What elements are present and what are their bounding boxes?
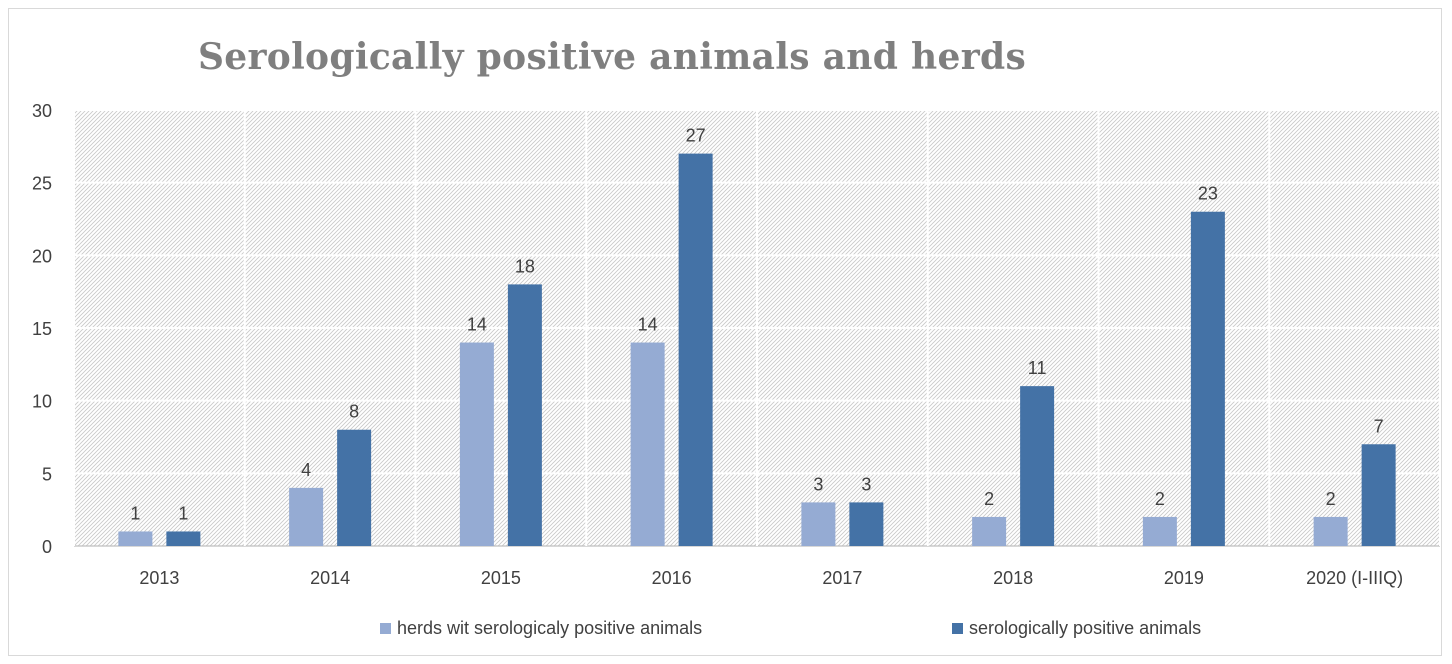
data-label-herds: 2 [984, 489, 994, 509]
bar-animals [1020, 386, 1055, 546]
bar-animals [1190, 211, 1225, 546]
bar-animals [166, 531, 201, 546]
data-label-herds: 4 [301, 460, 311, 480]
data-label-herds: 2 [1326, 489, 1336, 509]
y-tick-label: 30 [32, 101, 52, 121]
legend-label-herds: herds wit serologicaly positive animals [397, 618, 703, 638]
legend-swatch-animals [952, 623, 963, 634]
legend-swatch-herds [380, 623, 391, 634]
bar-herds [1142, 516, 1177, 546]
legend-item-animals: serologically positive animals [952, 618, 1201, 639]
x-tick-label: 2014 [310, 568, 350, 588]
y-tick-label: 10 [32, 392, 52, 412]
legend-item-herds: herds wit serologicaly positive animals [380, 618, 702, 639]
y-tick-label: 15 [32, 319, 52, 339]
bar-herds [630, 342, 665, 546]
data-label-herds: 14 [638, 315, 658, 335]
bar-herds [289, 487, 324, 546]
data-label-animals: 7 [1374, 416, 1384, 436]
data-label-animals: 1 [178, 503, 188, 523]
x-tick-label: 2015 [481, 568, 521, 588]
data-label-animals: 11 [1028, 358, 1047, 378]
x-tick-label: 2018 [993, 568, 1033, 588]
y-tick-label: 20 [32, 246, 52, 266]
y-tick-label: 5 [42, 464, 52, 484]
chart-title: Serologically positive animals and herds [198, 36, 1027, 78]
legend-label-animals: serologically positive animals [969, 618, 1202, 638]
x-tick-label: 2016 [652, 568, 692, 588]
x-tick-label: 2017 [822, 568, 862, 588]
y-tick-label: 0 [42, 537, 52, 557]
bars [118, 153, 1396, 546]
bar-animals [678, 153, 713, 546]
bar-herds [1313, 516, 1348, 546]
data-label-animals: 8 [349, 402, 359, 422]
bar-herds [801, 502, 836, 546]
bar-herds [972, 516, 1007, 546]
bar-animals [849, 502, 884, 546]
data-label-animals: 23 [1198, 184, 1218, 204]
x-tick-label: 2013 [139, 568, 179, 588]
bar-animals [1361, 444, 1396, 546]
bar-herds [459, 342, 494, 546]
bar-animals [337, 429, 372, 546]
data-label-herds: 14 [467, 315, 487, 335]
x-tick-label: 2019 [1164, 568, 1204, 588]
data-label-herds: 3 [813, 474, 823, 494]
data-label-herds: 2 [1155, 489, 1165, 509]
bar-animals [507, 284, 542, 546]
data-label-animals: 3 [861, 474, 871, 494]
data-label-animals: 18 [515, 256, 535, 276]
bar-herds [118, 531, 153, 546]
x-tick-label: 2020 (I-IIIQ) [1306, 568, 1403, 588]
y-tick-label: 25 [32, 174, 52, 194]
data-label-herds: 1 [130, 503, 140, 523]
data-label-animals: 27 [686, 126, 706, 146]
